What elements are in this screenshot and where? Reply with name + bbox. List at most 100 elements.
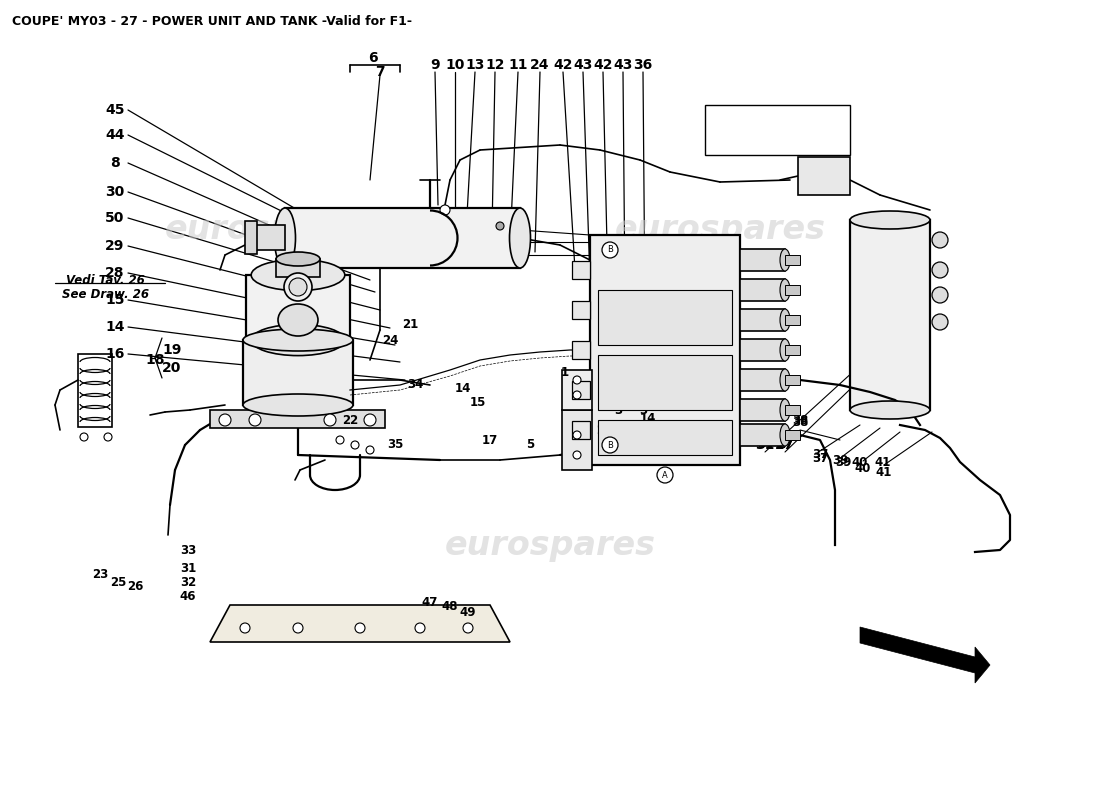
Text: 49: 49 [460,606,476,618]
Text: 3: 3 [614,403,623,417]
Text: 9: 9 [430,58,440,72]
Circle shape [463,623,473,633]
Text: 42: 42 [553,58,573,72]
Ellipse shape [780,424,790,446]
Text: 33: 33 [180,543,196,557]
Bar [572,261,590,279]
Text: 18: 18 [145,353,165,367]
Text: 35: 35 [387,438,404,451]
Circle shape [355,623,365,633]
Ellipse shape [276,252,320,266]
Text: 4: 4 [626,390,634,403]
Text: 15: 15 [106,293,124,307]
Text: 40: 40 [851,455,868,469]
Bar [740,309,785,331]
Text: 10: 10 [446,58,464,72]
Ellipse shape [850,401,930,419]
Text: 27: 27 [776,438,794,452]
Text: 19: 19 [163,343,182,357]
Text: 40: 40 [855,462,871,474]
Circle shape [104,433,112,441]
Polygon shape [210,605,510,642]
Text: eurospares: eurospares [615,214,825,246]
Ellipse shape [780,249,790,271]
Text: 27: 27 [777,438,793,451]
Text: 29: 29 [106,239,124,253]
Text: 6: 6 [368,51,377,65]
Text: 13: 13 [465,58,485,72]
Bar [740,369,785,391]
Circle shape [573,451,581,459]
Text: 37: 37 [812,449,828,462]
Circle shape [240,623,250,633]
Bar [785,345,800,355]
Bar [785,430,800,440]
Bar [246,275,350,340]
Text: 31: 31 [647,389,663,402]
Text: COUPE' MY03 - 27 - POWER UNIT AND TANK -Valid for F1-: COUPE' MY03 - 27 - POWER UNIT AND TANK -… [12,15,412,28]
Bar [255,225,285,250]
Bar [850,220,930,410]
Circle shape [415,623,425,633]
Text: 30: 30 [106,185,124,199]
Circle shape [932,232,948,248]
Text: 21: 21 [402,318,418,331]
Text: 37: 37 [812,451,828,465]
Text: Vedi Tav. 26: Vedi Tav. 26 [66,274,144,286]
Text: 38: 38 [792,417,808,430]
Text: 36: 36 [634,58,652,72]
Circle shape [324,414,336,426]
Text: 15: 15 [652,429,668,442]
Bar [562,370,592,410]
Text: 38: 38 [792,414,808,426]
Text: 39: 39 [832,454,848,466]
Bar [562,410,592,470]
Circle shape [932,314,948,330]
Bar [785,315,800,325]
Text: 20: 20 [163,361,182,375]
Text: 50: 50 [106,211,124,225]
Bar [276,259,320,277]
Text: 43: 43 [614,58,632,72]
Ellipse shape [251,259,344,290]
Text: 24: 24 [530,58,550,72]
Text: 25: 25 [110,575,126,589]
Text: 48: 48 [442,601,459,614]
Ellipse shape [780,369,790,391]
Text: 1: 1 [561,366,569,378]
Text: 46: 46 [179,590,196,603]
Text: eurospares: eurospares [444,529,656,562]
Circle shape [440,205,450,215]
Circle shape [219,414,231,426]
Bar [598,290,732,345]
Bar [785,375,800,385]
Bar [598,420,732,455]
Circle shape [289,278,307,296]
Text: 1: 1 [624,446,632,458]
Text: A: A [662,470,668,479]
Text: 14: 14 [106,320,124,334]
Bar [590,235,740,465]
Bar [740,279,785,301]
Ellipse shape [243,329,353,351]
Text: 26: 26 [126,581,143,594]
Text: 22: 22 [342,414,359,426]
Circle shape [602,242,618,258]
Bar [285,208,520,268]
Circle shape [573,376,581,384]
Text: 11: 11 [508,58,528,72]
Polygon shape [860,627,990,683]
Ellipse shape [780,339,790,361]
Text: 31: 31 [180,562,196,574]
Bar [740,399,785,421]
Circle shape [366,446,374,454]
Text: B: B [607,441,613,450]
Circle shape [602,437,618,453]
Ellipse shape [780,279,790,301]
Bar [78,354,112,427]
Text: 2: 2 [596,423,604,437]
Ellipse shape [509,208,530,268]
Bar [798,157,850,195]
Bar [572,381,590,399]
Text: 8: 8 [110,156,120,170]
